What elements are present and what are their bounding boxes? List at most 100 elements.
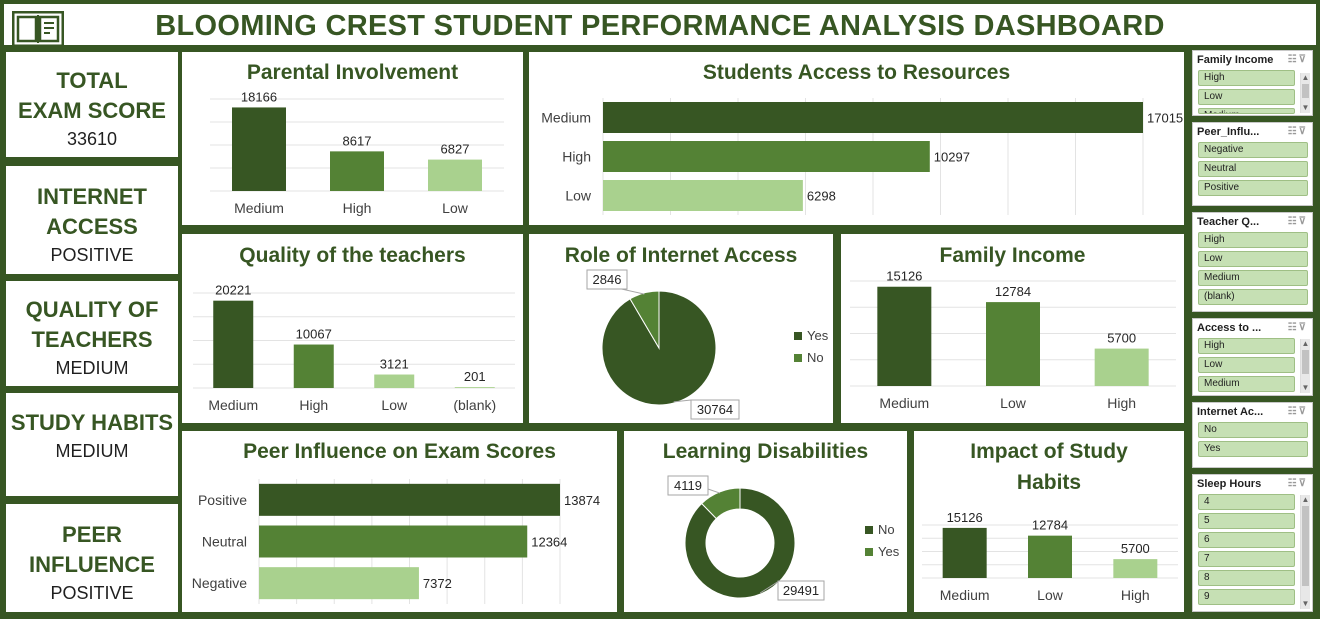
multi-select-icon[interactable]: ☷ (1287, 322, 1299, 333)
slicer-item[interactable]: Negative (1198, 142, 1308, 158)
scroll-up-icon[interactable]: ▲ (1301, 495, 1310, 504)
legend-label: No (807, 350, 824, 365)
label-box (690, 399, 740, 420)
data-label: 12364 (531, 535, 567, 550)
slicer-item[interactable]: Low (1198, 89, 1295, 105)
slicer-peer-influence[interactable]: Peer_Influ... ☷⊽ Negative Neutral Positiv… (1192, 122, 1313, 206)
slicer-item[interactable]: 5 (1198, 513, 1295, 529)
chart-panel-study: Impact of Study Habits 15126 Medium 12784 L… (914, 431, 1184, 612)
data-label: 8617 (343, 133, 372, 148)
scroll-up-icon[interactable]: ▲ (1301, 339, 1310, 348)
slicer-item[interactable]: 9 (1198, 589, 1295, 605)
slicer-title: Internet Ac... (1197, 406, 1264, 418)
clear-filter-icon[interactable]: ⊽ (1298, 406, 1308, 417)
scroll-up-icon[interactable]: ▲ (1301, 73, 1310, 82)
chart-panel-income: Family Income 15126 Medium 12784 Low 5700 Hig… (841, 234, 1184, 423)
clear-filter-icon[interactable]: ⊽ (1298, 54, 1308, 65)
slicer-sleep-hours[interactable]: Sleep Hours ☷⊽ 4 5 6 7 8 9 ▲ ▼ (1192, 474, 1313, 612)
category-label: Medium (208, 397, 258, 413)
scroll-down-icon[interactable]: ▼ (1301, 103, 1310, 112)
bar (259, 567, 419, 600)
slicer-item[interactable]: Low (1198, 357, 1295, 373)
slicer-scrollbar[interactable]: ▲ ▼ (1300, 73, 1310, 113)
slicer-internet-access[interactable]: Internet Ac... ☷⊽ No Yes (1192, 402, 1313, 468)
category-label: High (343, 200, 372, 216)
data-label: 10297 (934, 150, 970, 165)
bar (293, 344, 334, 388)
legend-swatch (865, 526, 873, 534)
category-label: Medium (940, 587, 990, 603)
slicer-family-income[interactable]: Family Income☷⊽ High Low Medium ▲▼ (1192, 50, 1313, 116)
bar (259, 525, 528, 558)
pie-slice (629, 290, 660, 350)
kpi-value: MEDIUM (55, 441, 129, 461)
category-label: Low (565, 188, 592, 204)
clear-filter-icon[interactable]: ⊽ (1298, 322, 1308, 333)
kpi-value: POSITIVE (50, 583, 134, 603)
bar (1094, 348, 1149, 386)
slicer-access-to-resources[interactable]: Access to ... ☷⊽ High Low Medium ▲ ▼ (1192, 318, 1313, 396)
slicer-scrollbar[interactable]: ▲ ▼ (1300, 339, 1310, 393)
slicer-item[interactable]: High (1198, 70, 1295, 86)
multi-select-icon[interactable]: ☷ (1287, 54, 1299, 65)
category-label: High (1121, 587, 1150, 603)
slicer-teacher-quality[interactable]: Teacher Q... ☷⊽ High Low Medium (blank) (1192, 212, 1313, 312)
study-habits-chart: 15126 Medium 12784 Low 5700 High (922, 510, 1178, 603)
slicer-scrollbar[interactable]: ▲ ▼ (1300, 495, 1310, 609)
multi-select-icon[interactable]: ☷ (1287, 216, 1299, 227)
slicer-item[interactable]: Neutral (1198, 161, 1308, 177)
slicer-item[interactable]: 4 (1198, 494, 1295, 510)
kpi-title: TEACHERS (31, 327, 153, 352)
slicer-item[interactable]: 8 (1198, 570, 1295, 586)
chart-title: Parental Involvement (246, 61, 459, 84)
clear-filter-icon[interactable]: ⊽ (1298, 216, 1308, 227)
bar (454, 387, 495, 388)
data-label: 20221 (215, 283, 251, 298)
slicer-item[interactable]: Positive (1198, 180, 1308, 196)
bar (259, 483, 560, 516)
data-label: 30764 (697, 402, 733, 417)
category-label: Medium (879, 395, 929, 411)
bar (942, 527, 987, 578)
pie-slice (701, 487, 741, 520)
slicer-item[interactable]: No (1198, 422, 1308, 438)
legend-label: Yes (878, 544, 900, 559)
slicer-item[interactable]: High (1198, 338, 1295, 354)
teacher-quality-chart: 20221 Medium 10067 High 3121 Low 201 (blank) (193, 283, 515, 413)
book-icon (12, 11, 64, 47)
scroll-down-icon[interactable]: ▼ (1301, 599, 1310, 608)
internet-access-pie-chart: 30764 2846 Yes No (586, 269, 829, 420)
slicer-item[interactable]: Yes (1198, 441, 1308, 457)
chart-panel-teachers: Quality of the teachers 20221 Medium 10067… (182, 234, 523, 423)
multi-select-icon[interactable]: ☷ (1287, 478, 1299, 489)
slicer-item[interactable]: High (1198, 232, 1308, 248)
slicer-item[interactable]: Medium (1198, 376, 1295, 392)
chart-title: Students Access to Resources (702, 61, 1011, 84)
family-income-chart: 15126 Medium 12784 Low 5700 High (850, 269, 1176, 411)
slicer-title: Peer_Influ... (1197, 126, 1260, 138)
scroll-down-icon[interactable]: ▼ (1301, 383, 1310, 392)
clear-filter-icon[interactable]: ⊽ (1298, 478, 1308, 489)
chart-title: Learning Disabilities (662, 440, 869, 463)
clear-filter-icon[interactable]: ⊽ (1298, 126, 1308, 137)
slicer-title: Sleep Hours (1197, 478, 1262, 490)
slicer-item[interactable]: (blank) (1198, 289, 1308, 305)
slicer-item[interactable]: 6 (1198, 532, 1295, 548)
legend-swatch (865, 548, 873, 556)
kpi-study-habits: STUDY HABITS MEDIUM (6, 393, 178, 496)
chart-panel-resources: Students Access to Resources 17015 Medium… (529, 52, 1184, 225)
kpi-title: STUDY HABITS (10, 410, 174, 435)
bar (986, 302, 1040, 386)
slicer-item[interactable]: Medium (1198, 108, 1295, 114)
slicer-item[interactable]: Medium (1198, 270, 1308, 286)
data-label: 6298 (807, 189, 836, 204)
data-label: 18166 (241, 89, 277, 104)
bar (603, 141, 930, 172)
slicer-item[interactable]: 7 (1198, 551, 1295, 567)
kpi-internet-access: INTERNET ACCESS POSITIVE (6, 166, 178, 274)
title-bar: BLOOMING CREST STUDENT PERFORMANCE ANALY… (4, 4, 1316, 47)
multi-select-icon[interactable]: ☷ (1287, 126, 1299, 137)
multi-select-icon[interactable]: ☷ (1287, 406, 1299, 417)
data-label: 17015 (1147, 111, 1183, 126)
slicer-item[interactable]: Low (1198, 251, 1308, 267)
